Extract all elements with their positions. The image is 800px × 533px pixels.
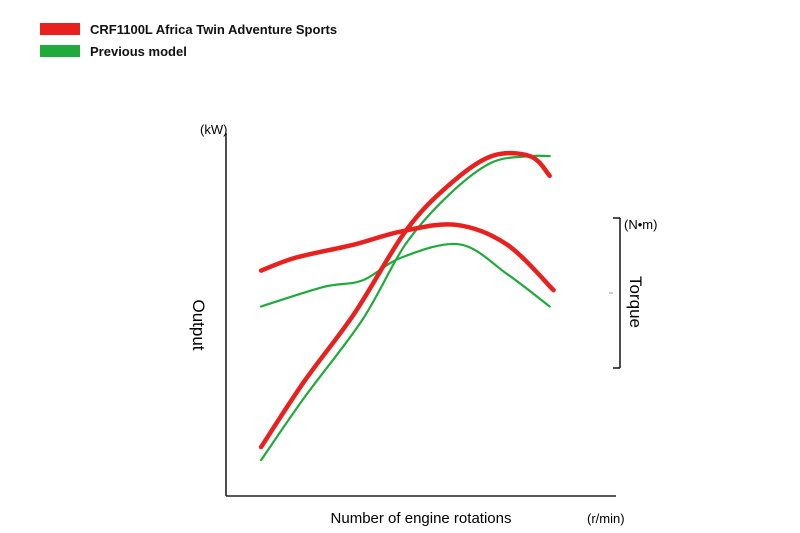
legend-label-new-model: CRF1100L Africa Twin Adventure Sports bbox=[90, 21, 338, 37]
torque-bracket bbox=[609, 217, 621, 369]
legend: CRF1100L Africa Twin Adventure Sports Pr… bbox=[40, 18, 337, 62]
legend-swatch-red bbox=[40, 23, 80, 35]
legend-item-new-model: CRF1100L Africa Twin Adventure Sports bbox=[40, 18, 337, 40]
previous-model-output-line bbox=[260, 154, 551, 462]
y-right-label: Torque bbox=[626, 276, 645, 328]
legend-swatch-green bbox=[40, 45, 80, 57]
new-model-output-line bbox=[258, 150, 552, 450]
y-left-unit: (kW) bbox=[200, 122, 227, 137]
previous-model-torque-line bbox=[260, 242, 551, 308]
legend-label-previous-model: Previous model bbox=[90, 43, 187, 59]
new-model-torque-line bbox=[258, 222, 556, 293]
legend-item-previous-model: Previous model bbox=[40, 40, 337, 62]
y-left-label: Output bbox=[189, 299, 208, 350]
x-axis-unit: (r/min) bbox=[587, 511, 625, 526]
x-axis-label: Number of engine rotations bbox=[331, 510, 512, 527]
series-layer bbox=[258, 150, 556, 462]
y-right-unit: (N•m) bbox=[624, 217, 657, 232]
